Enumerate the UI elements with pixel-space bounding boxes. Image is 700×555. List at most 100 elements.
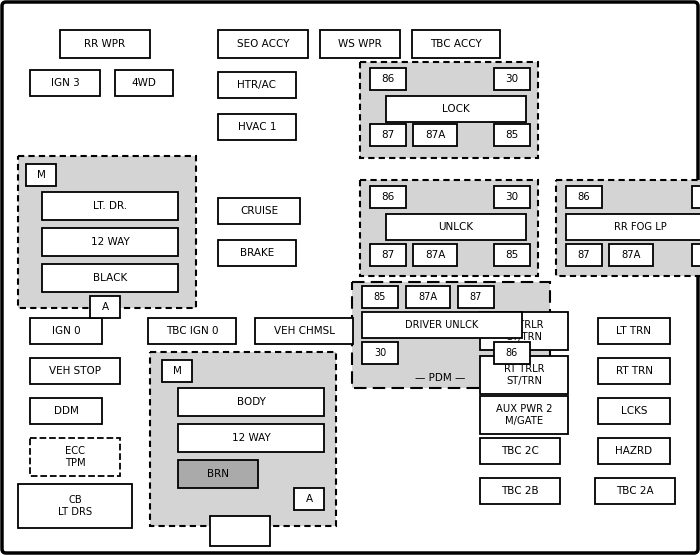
Text: 30: 30 — [505, 74, 519, 84]
Bar — [150, 352, 336, 526]
Bar — [90, 296, 120, 318]
Bar — [320, 30, 400, 58]
Bar — [148, 318, 236, 344]
Text: LT. DR.: LT. DR. — [93, 201, 127, 211]
Bar — [494, 186, 530, 208]
Text: 87: 87 — [382, 130, 395, 140]
Bar — [386, 214, 526, 240]
Bar — [692, 186, 700, 208]
Text: WS WPR: WS WPR — [338, 39, 382, 49]
Bar — [362, 286, 398, 308]
Text: CB
LT DRS: CB LT DRS — [58, 495, 92, 517]
Bar — [598, 358, 670, 384]
Bar — [360, 180, 538, 276]
Text: VEH CHMSL: VEH CHMSL — [274, 326, 335, 336]
Text: 86: 86 — [382, 74, 395, 84]
Bar — [42, 192, 178, 220]
Bar — [566, 186, 602, 208]
Bar — [406, 286, 450, 308]
Text: 86: 86 — [506, 348, 518, 358]
Bar — [494, 68, 530, 90]
Text: 87A: 87A — [622, 250, 640, 260]
Bar — [413, 244, 457, 266]
Bar — [218, 198, 300, 224]
Bar — [210, 516, 270, 546]
Bar — [218, 114, 296, 140]
Text: RT TRN: RT TRN — [615, 366, 652, 376]
Text: 12 WAY: 12 WAY — [90, 237, 130, 247]
Bar — [370, 68, 406, 90]
Text: BRAKE: BRAKE — [240, 248, 274, 258]
Bar — [360, 62, 538, 158]
Text: TBC 2C: TBC 2C — [501, 446, 539, 456]
Text: 86: 86 — [578, 192, 590, 202]
Text: TBC IGN 0: TBC IGN 0 — [166, 326, 218, 336]
Bar — [162, 360, 192, 382]
Bar — [412, 30, 500, 58]
Text: AUX PWR 2
M/GATE: AUX PWR 2 M/GATE — [496, 404, 552, 426]
Text: HTR/AC: HTR/AC — [237, 80, 276, 90]
Text: — PDM —: — PDM — — [415, 373, 466, 383]
Text: LT TRN: LT TRN — [617, 326, 652, 336]
Bar — [480, 356, 568, 394]
Text: RR WPR: RR WPR — [85, 39, 125, 49]
Text: 85: 85 — [505, 250, 519, 260]
Bar — [18, 156, 196, 308]
Text: CRUISE: CRUISE — [240, 206, 278, 216]
Bar — [218, 240, 296, 266]
Bar — [370, 186, 406, 208]
Bar — [692, 244, 700, 266]
Bar — [598, 318, 670, 344]
Text: HVAC 1: HVAC 1 — [238, 122, 276, 132]
Text: BLACK: BLACK — [93, 273, 127, 283]
Text: IGN 3: IGN 3 — [50, 78, 79, 88]
Bar — [480, 478, 560, 504]
Text: A: A — [305, 494, 313, 504]
Bar — [370, 124, 406, 146]
Bar — [294, 488, 324, 510]
Text: 30: 30 — [374, 348, 386, 358]
Text: 87: 87 — [382, 250, 395, 260]
Text: IGN 0: IGN 0 — [52, 326, 80, 336]
Bar — [18, 484, 132, 528]
Bar — [494, 124, 530, 146]
Bar — [609, 244, 653, 266]
Bar — [30, 358, 120, 384]
Text: VEH STOP: VEH STOP — [49, 366, 101, 376]
Bar — [30, 318, 102, 344]
Text: DRIVER UNLCK: DRIVER UNLCK — [405, 320, 479, 330]
Bar — [178, 424, 324, 452]
Bar — [42, 228, 178, 256]
Bar — [218, 72, 296, 98]
Bar — [480, 396, 568, 434]
Text: HAZRD: HAZRD — [615, 446, 652, 456]
Text: RT TRLR
ST/TRN: RT TRLR ST/TRN — [504, 364, 545, 386]
Text: ECC
TPM: ECC TPM — [64, 446, 85, 468]
Text: LCKS: LCKS — [621, 406, 648, 416]
Text: LOCK: LOCK — [442, 104, 470, 114]
Bar — [218, 30, 308, 58]
Bar — [60, 30, 150, 58]
Text: 85: 85 — [505, 130, 519, 140]
Bar — [30, 438, 120, 476]
Bar — [178, 388, 324, 416]
Text: TBC 2B: TBC 2B — [501, 486, 539, 496]
Text: LT TRLR
ST/TRN: LT TRLR ST/TRN — [505, 320, 543, 342]
Bar — [255, 318, 353, 344]
Bar — [362, 342, 398, 364]
Text: M: M — [36, 170, 46, 180]
Text: RR FOG LP: RR FOG LP — [614, 222, 666, 232]
Text: A: A — [102, 302, 108, 312]
Bar — [178, 460, 258, 488]
Bar — [595, 478, 675, 504]
Bar — [566, 244, 602, 266]
Bar — [598, 438, 670, 464]
Text: 85: 85 — [374, 292, 386, 302]
Bar — [30, 70, 100, 96]
Bar — [556, 180, 700, 276]
Text: 87: 87 — [470, 292, 482, 302]
Text: DDM: DDM — [54, 406, 78, 416]
Text: 87A: 87A — [425, 130, 445, 140]
Text: 30: 30 — [505, 192, 519, 202]
Text: SEO ACCY: SEO ACCY — [237, 39, 289, 49]
